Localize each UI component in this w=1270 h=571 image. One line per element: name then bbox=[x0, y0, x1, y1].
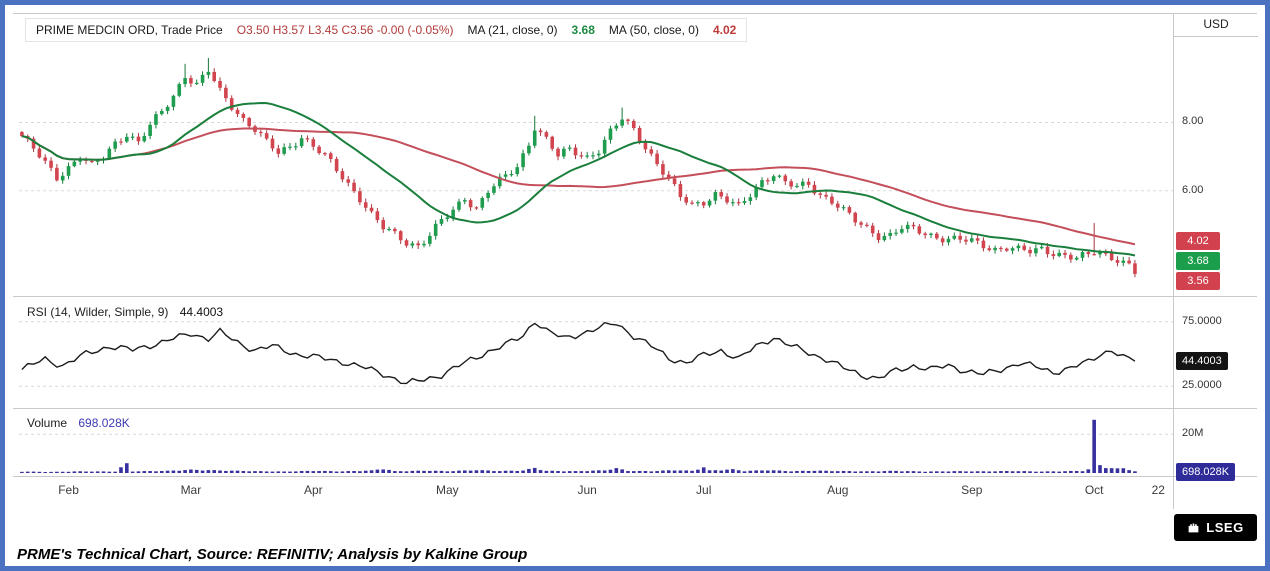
x-axis-label: Sep bbox=[961, 483, 983, 497]
volume-bars bbox=[20, 419, 1137, 473]
volume-pane-title: Volume 698.028K bbox=[27, 416, 130, 430]
chart-caption: PRME's Technical Chart, Source: REFINITI… bbox=[17, 546, 528, 563]
x-axis-label: Jul bbox=[696, 483, 711, 497]
ma21-line bbox=[21, 102, 1136, 257]
volume-current-value: 698.028K bbox=[78, 416, 130, 430]
price-tick: 8.00 bbox=[1182, 115, 1204, 128]
ma21-value: 3.68 bbox=[571, 23, 595, 37]
last-price-badge: 3.56 bbox=[1176, 272, 1220, 291]
chart-plot-area[interactable]: Feb Mar Apr May Jun Jul Aug Sep Oct 22 bbox=[13, 13, 1257, 509]
instrument-title: PRIME MEDCIN ORD, Trade Price bbox=[36, 23, 223, 37]
ma50-price-badge: 4.02 bbox=[1176, 232, 1220, 251]
rsi-value-badge: 44.4003 bbox=[1176, 352, 1228, 371]
chart-legend[interactable]: PRIME MEDCIN ORD, Trade Price O3.50 H3.5… bbox=[25, 18, 748, 42]
ma50-line bbox=[21, 127, 1136, 246]
lseg-crest-icon bbox=[1188, 523, 1199, 533]
ma50-label: MA (50, close, 0) bbox=[608, 23, 699, 37]
technical-chart: Feb Mar Apr May Jun Jul Aug Sep Oct 22 PRIME MEDC… bbox=[13, 13, 1258, 543]
rsi-tick: 75.0000 bbox=[1182, 314, 1222, 327]
volume-label: Volume bbox=[27, 416, 68, 430]
x-axis-label: 22 bbox=[1152, 483, 1166, 497]
ma21-price-badge: 3.68 bbox=[1176, 252, 1220, 271]
ohlc-readout: O3.50 H3.57 L3.45 C3.56 -0.00 (-0.05%) bbox=[236, 23, 454, 37]
x-axis-label: Apr bbox=[304, 483, 323, 497]
candlesticks bbox=[20, 57, 1137, 278]
price-tick: 6.00 bbox=[1182, 183, 1204, 196]
x-axis-label: Feb bbox=[58, 483, 79, 497]
x-axis-label: Aug bbox=[827, 483, 848, 497]
rsi-current-value: 44.4003 bbox=[179, 305, 224, 319]
lseg-logo: LSEG bbox=[1174, 514, 1257, 541]
volume-tick: 20M bbox=[1182, 427, 1204, 440]
ma21-label: MA (21, close, 0) bbox=[467, 23, 558, 37]
x-axis-label: Mar bbox=[181, 483, 202, 497]
lseg-logo-text: LSEG bbox=[1206, 520, 1244, 535]
x-axis-label: Jun bbox=[577, 483, 596, 497]
ma50-value: 4.02 bbox=[712, 23, 737, 37]
rsi-pane-title: RSI (14, Wilder, Simple, 9) 44.4003 bbox=[27, 305, 223, 319]
x-axis-label: Oct bbox=[1085, 483, 1104, 497]
volume-value-badge: 698.028K bbox=[1176, 463, 1236, 481]
x-axis-label: May bbox=[436, 483, 459, 497]
rsi-label: RSI (14, Wilder, Simple, 9) bbox=[27, 305, 169, 319]
currency-label: USD bbox=[1174, 13, 1258, 37]
rsi-line bbox=[21, 321, 1136, 385]
rsi-tick: 25.0000 bbox=[1182, 379, 1222, 392]
price-axis[interactable]: USD 4.02 3.68 3.56 44.4003 698.028K 8.00… bbox=[1173, 13, 1258, 509]
